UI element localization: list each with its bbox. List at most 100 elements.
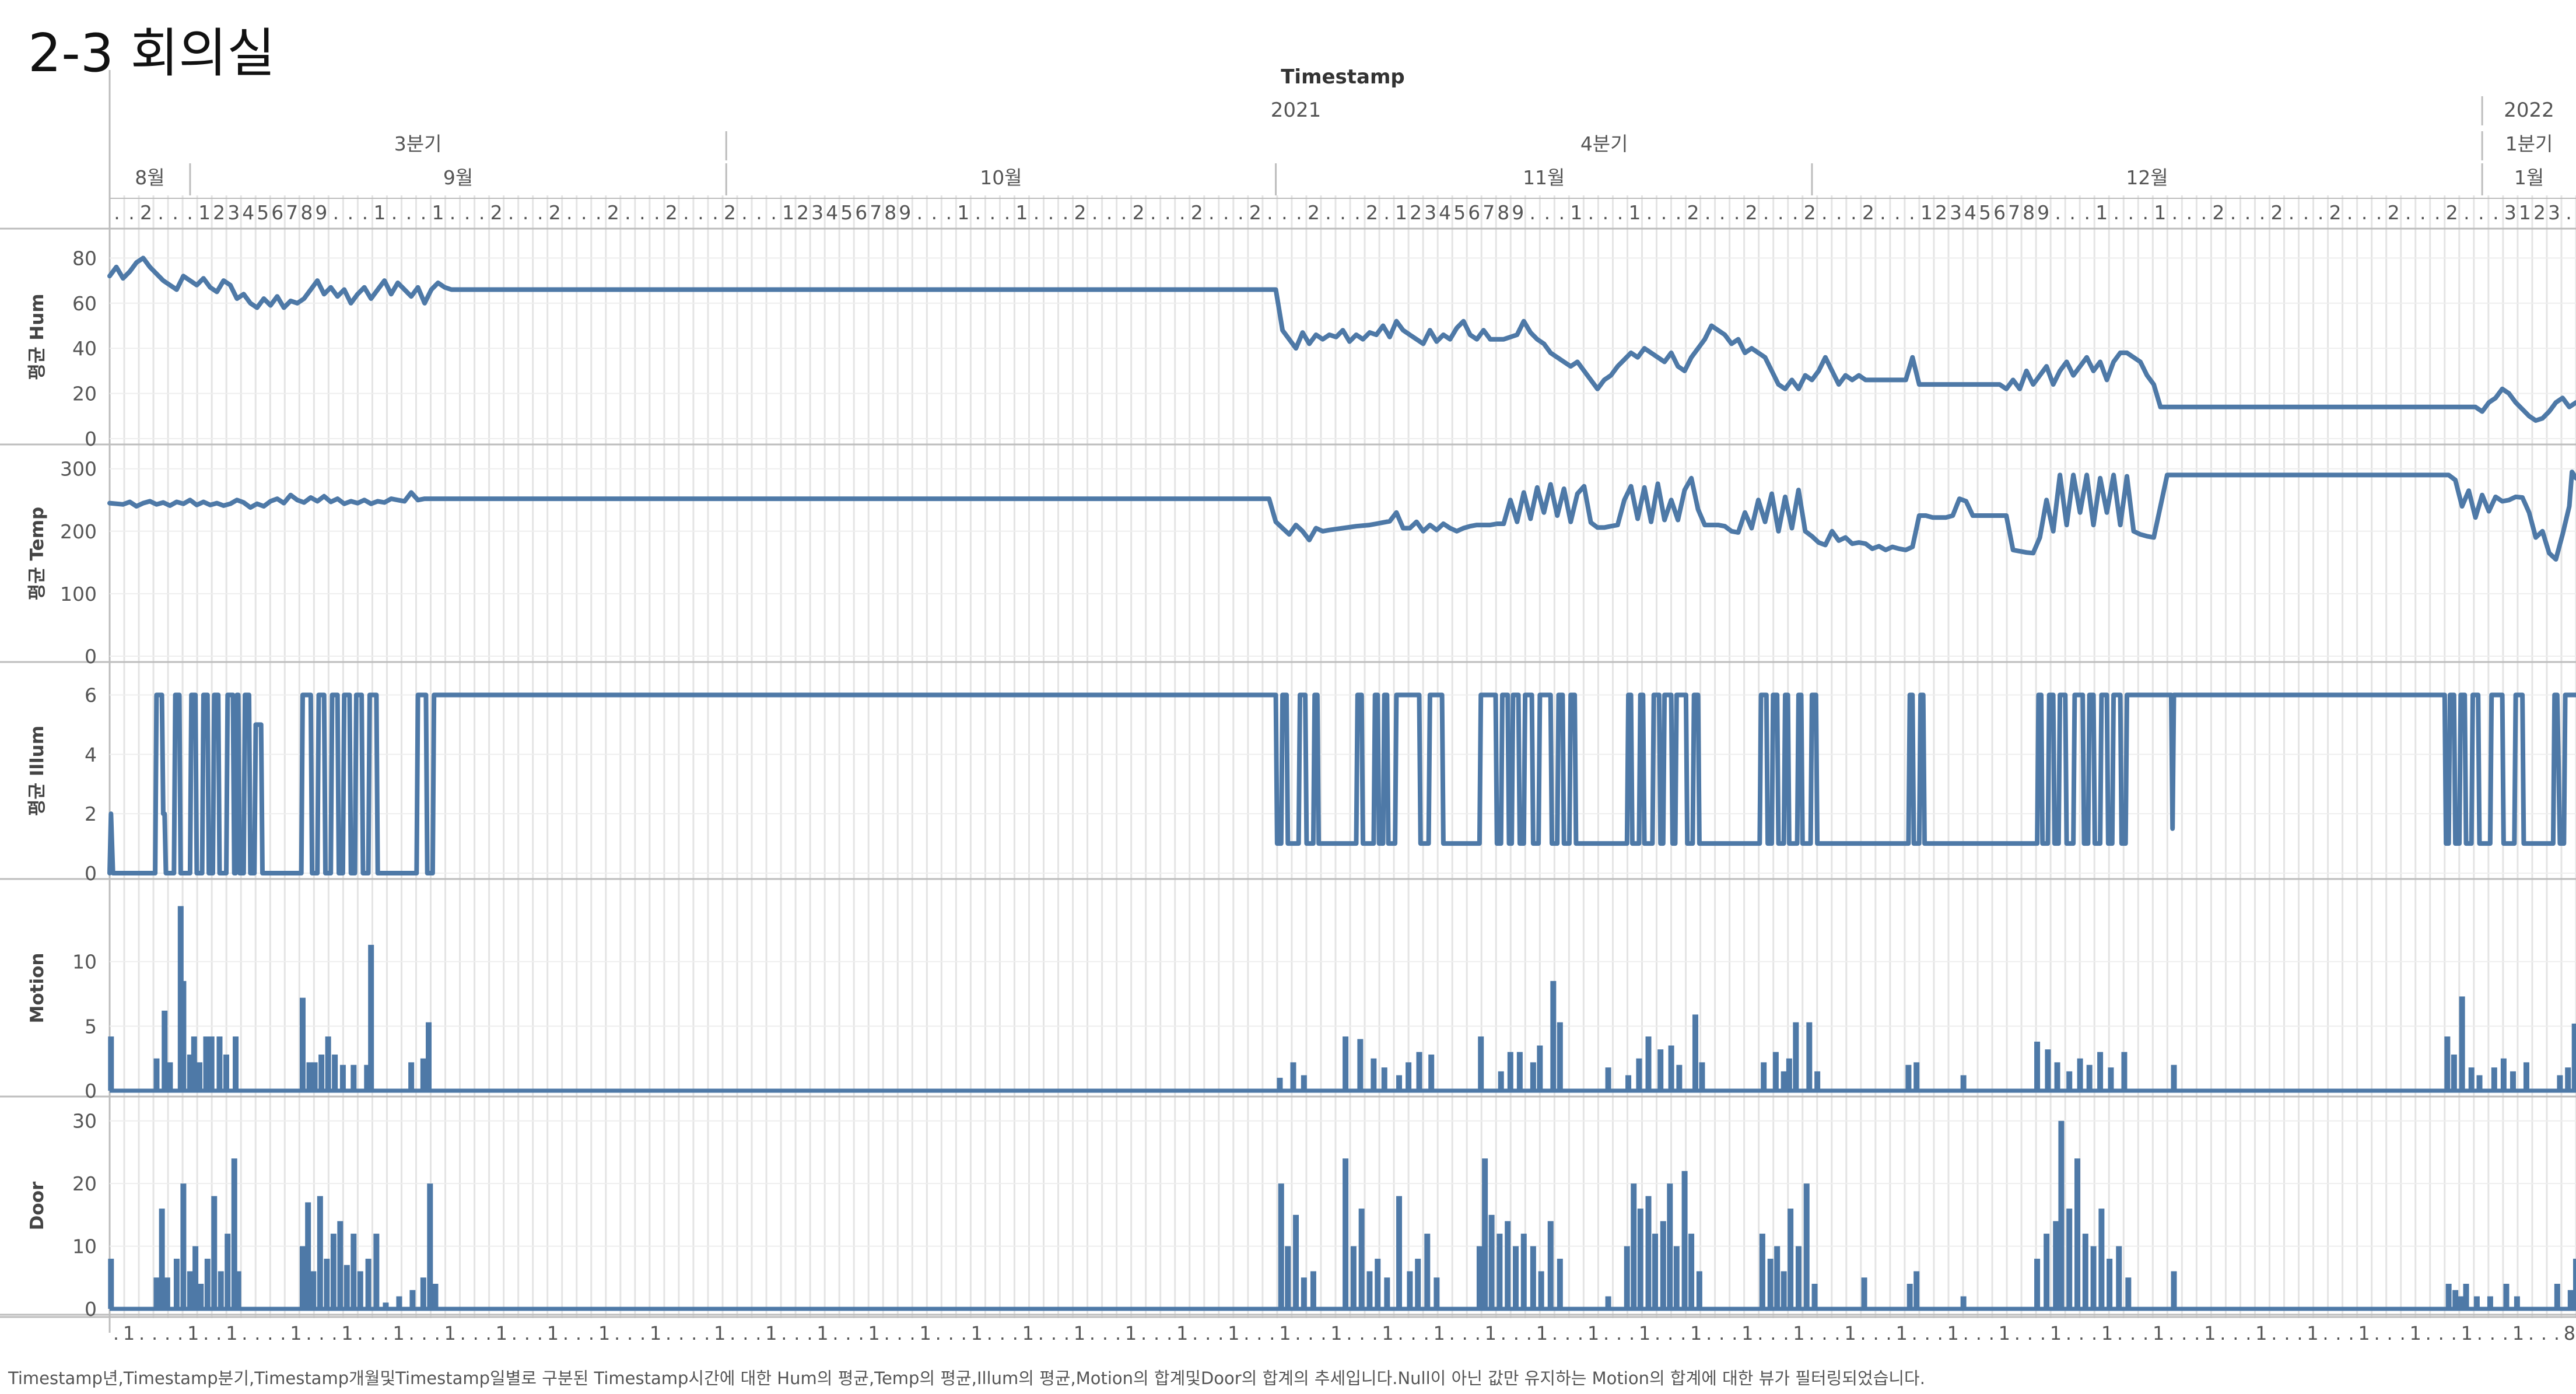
data-point [1704, 524, 1705, 526]
data-point [1416, 521, 1417, 523]
data-point [1624, 359, 1625, 360]
day-tick-label: . [1763, 201, 1769, 224]
day-tick-label: 1 [957, 201, 969, 224]
day-tick-label: . [566, 201, 573, 224]
footer-tick-label: 1 [187, 1322, 199, 1344]
bar [1660, 1221, 1666, 1309]
bar [383, 1302, 389, 1309]
panel-motion: 0 5 10 Motion [0, 906, 2576, 1102]
day-tick-label: 9 [315, 201, 327, 224]
footer-tick-label: . [254, 1322, 260, 1344]
panel-illum: 0 2 4 6 평균 Illum [0, 684, 2576, 885]
footer-tick-label: . [910, 1322, 916, 1344]
quarter-label: 4분기 [1580, 132, 1628, 155]
year-label: 2022 [2504, 99, 2554, 122]
day-tick-label: . [1281, 201, 1288, 224]
footer-tick-label: . [563, 1322, 569, 1344]
data-point [2073, 375, 2074, 376]
footer-tick-label: . [2387, 1322, 2393, 1344]
data-point [2093, 370, 2094, 372]
y-tick-label: 100 [60, 583, 97, 605]
footer-tick-label: . [409, 1322, 415, 1344]
day-tick-label: 2 [1074, 201, 1087, 224]
y-tick-label: 10 [72, 1235, 97, 1258]
day-tick-label: . [2376, 201, 2382, 224]
y-tick-label: 20 [72, 1172, 97, 1195]
footer-tick-label: . [2232, 1322, 2238, 1344]
bar [1416, 1052, 1422, 1091]
footer-tick-label: . [1449, 1322, 1455, 1344]
data-point [1657, 357, 1659, 358]
data-point [1818, 370, 1820, 372]
data-point [1737, 532, 1739, 533]
data-point [243, 293, 244, 295]
bar [191, 1036, 197, 1091]
day-tick-label: . [1559, 201, 1565, 224]
day-tick-label: . [2347, 201, 2353, 224]
day-tick-label: 2 [490, 201, 503, 224]
bar [2171, 1271, 2177, 1309]
footer-tick-label: . [1359, 1322, 1365, 1344]
bar [427, 1183, 433, 1309]
data-point [1590, 522, 1592, 523]
bar [1657, 1049, 1664, 1091]
bar [1358, 1209, 1365, 1309]
footer-tick-label: . [961, 1322, 967, 1344]
footer-tick-label: . [422, 1322, 427, 1344]
footer-tick-label: 1 [971, 1322, 983, 1344]
bar [2090, 1246, 2097, 1309]
month-label: 12월 [2126, 166, 2168, 189]
footer-tick-label: . [370, 1322, 376, 1344]
day-tick-label: . [625, 201, 631, 224]
bar [1498, 1071, 1504, 1091]
footer-tick-label: . [2374, 1322, 2380, 1344]
bar [1290, 1062, 1296, 1091]
bar [420, 1277, 426, 1309]
quarter-label: 1분기 [2505, 132, 2553, 155]
bar [1366, 1271, 1373, 1309]
data-point [1429, 330, 1431, 331]
day-tick-label: . [2420, 201, 2426, 224]
footer-tick-label: . [2181, 1322, 2187, 1344]
footer-tick-label: . [473, 1322, 479, 1344]
footer-tick-label: 1 [2307, 1322, 2318, 1344]
data-point [203, 278, 204, 279]
footer-tick-label: . [935, 1322, 941, 1344]
bar [164, 1277, 170, 1309]
bar [204, 1259, 211, 1309]
footer-tick-label: 1 [2153, 1322, 2164, 1344]
day-tick-label: 1 [2154, 201, 2166, 224]
bar [1407, 1271, 1413, 1309]
data-point [1999, 384, 2000, 385]
y-tick-label: 200 [60, 520, 97, 543]
day-tick-label: . [1676, 201, 1682, 224]
y-axis-label: Door [27, 1181, 48, 1230]
bar [1673, 1246, 1680, 1309]
bar [299, 1246, 306, 1309]
data-point [2508, 393, 2510, 394]
bar [2567, 1290, 2574, 1309]
bar [1645, 1196, 1652, 1309]
data-point [2535, 420, 2536, 421]
bar [1781, 1271, 1787, 1309]
month-label: 8월 [135, 166, 164, 189]
bar [1781, 1071, 1787, 1091]
bar [1537, 1045, 1543, 1091]
day-tick-label: . [1792, 201, 1799, 224]
bar [208, 1036, 215, 1091]
day-tick-label: . [2434, 201, 2441, 224]
footer-tick-label: 1 [1844, 1322, 1856, 1344]
bar [311, 1062, 318, 1091]
data-point [1744, 352, 1746, 353]
bar [1668, 1045, 1674, 1091]
day-tick-label: . [595, 201, 602, 224]
data-point [1503, 523, 1504, 524]
y-tick-label: 4 [85, 743, 97, 766]
bar [167, 1062, 173, 1091]
footer-tick-label: . [1732, 1322, 1737, 1344]
bar [426, 1022, 432, 1091]
data-point [1650, 521, 1652, 523]
day-tick-label: 2 [665, 201, 678, 224]
day-tick-label: 2 [549, 201, 561, 224]
